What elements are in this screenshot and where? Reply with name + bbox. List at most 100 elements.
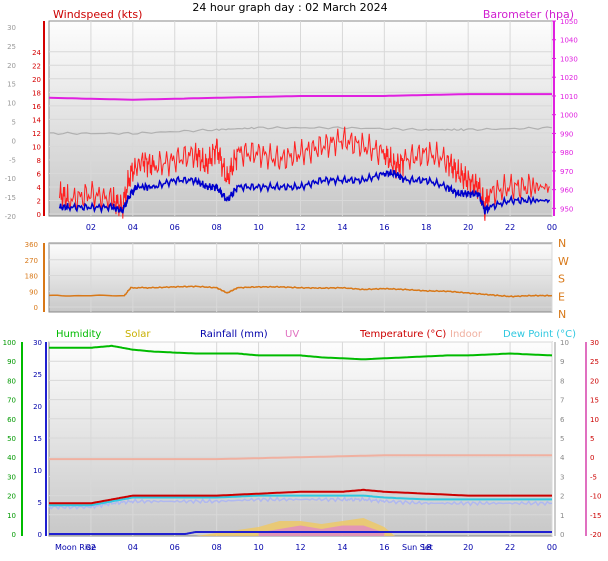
- y-tick-label: 8: [37, 157, 41, 165]
- x-tick-label: 08: [212, 223, 222, 232]
- humidity-tick-label: 70: [7, 397, 16, 405]
- y-tick-label: 10: [32, 143, 41, 151]
- uv-tick-label: 3: [560, 473, 564, 481]
- grey-trace: [49, 126, 553, 136]
- y-outer-tick-label: -15: [5, 194, 16, 202]
- x-tick-label: 18: [421, 543, 431, 552]
- y-tick-label: 22: [32, 62, 41, 70]
- legend-label: Dew Point (°C): [503, 329, 576, 340]
- uv-tick-label: 10: [560, 339, 569, 347]
- legend-label: Temperature (°C): [359, 329, 446, 340]
- rain-tick-label: 5: [38, 499, 42, 507]
- x-tick-label: 22: [505, 543, 515, 552]
- y-tick-label: 0: [37, 211, 41, 219]
- humidity-tick-label: 40: [7, 454, 16, 462]
- y-right-tick-label: 980: [560, 149, 573, 157]
- legend-label: Rainfall (mm): [200, 329, 268, 340]
- indoor-line: [49, 454, 552, 461]
- compass-label: S: [558, 273, 565, 286]
- sun-set-label: Sun Set: [402, 543, 433, 552]
- y-outer-tick-label: -20: [5, 213, 16, 221]
- humidity-tick-label: 60: [7, 416, 16, 424]
- x-tick-label: 06: [170, 223, 180, 232]
- y-tick-label: 0: [34, 304, 38, 312]
- temp-tick-label: 20: [590, 377, 599, 385]
- y-tick-label: 16: [32, 103, 41, 111]
- y-outer-tick-label: 30: [7, 24, 16, 32]
- uv-tick-label: 4: [560, 454, 565, 462]
- temp-tick-label: 0: [590, 454, 594, 462]
- x-tick-label: 00: [547, 543, 557, 552]
- y-outer-tick-label: 15: [7, 81, 16, 89]
- uv-tick-label: 9: [560, 358, 564, 366]
- wind-gridlines: [49, 21, 553, 216]
- compass-label: N: [558, 237, 566, 250]
- y-tick-label: 24: [32, 49, 41, 57]
- x-tick-label: 20: [463, 543, 473, 552]
- wind-axes: 024681012141618202224-20-15-10-505101520…: [5, 18, 578, 232]
- barometer-line: [48, 93, 552, 101]
- y-outer-tick-label: -10: [5, 175, 16, 183]
- y-right-tick-label: 990: [560, 130, 573, 138]
- wind-plot: [48, 93, 553, 221]
- legend-label: Indoor: [450, 329, 483, 340]
- x-tick-label: 18: [421, 223, 431, 232]
- temperature-plot: [48, 344, 553, 536]
- x-tick-label: 16: [379, 543, 389, 552]
- wind-avg-line: [58, 169, 550, 215]
- legend-label: Humidity: [56, 329, 101, 340]
- y-right-tick-label: 960: [560, 187, 573, 195]
- rain-tick-label: 30: [33, 339, 42, 347]
- x-tick-label: 02: [86, 223, 96, 232]
- gust-line: [59, 126, 550, 221]
- y-right-tick-label: 1000: [560, 112, 578, 120]
- y-tick-label: 270: [25, 257, 38, 265]
- y-outer-tick-label: -5: [9, 156, 16, 164]
- page-title: 24 hour graph day : 02 March 2024: [192, 1, 387, 14]
- rainfall-line: [49, 531, 552, 535]
- x-tick-label: 04: [128, 223, 138, 232]
- dew-point-line: [49, 494, 552, 507]
- compass-label: W: [558, 255, 569, 268]
- grey-trace: [48, 496, 553, 510]
- humidity-tick-label: 50: [7, 435, 16, 443]
- uv-tick-label: 6: [560, 416, 565, 424]
- direction-plot: [48, 285, 553, 298]
- compass-label: E: [558, 290, 565, 303]
- x-tick-label: 00: [547, 223, 557, 232]
- y-tick-label: 20: [32, 76, 41, 84]
- uv-tick-label: 0: [560, 531, 564, 539]
- y-tick-label: 180: [25, 273, 38, 281]
- x-tick-label: 12: [295, 543, 305, 552]
- uv-tick-label: 8: [560, 377, 564, 385]
- barometer-title: Barometer (hpa): [483, 8, 574, 21]
- temperature-line: [49, 488, 552, 505]
- rain-tick-label: 15: [33, 435, 42, 443]
- y-right-tick-label: 970: [560, 168, 573, 176]
- y-outer-tick-label: 25: [7, 43, 16, 51]
- temp-tick-label: 10: [590, 416, 599, 424]
- uv-tick-label: 7: [560, 397, 564, 405]
- y-right-tick-label: 1030: [560, 55, 578, 63]
- y-tick-label: 14: [32, 116, 41, 124]
- y-outer-tick-label: 20: [7, 62, 16, 70]
- y-right-tick-label: 1050: [560, 18, 578, 26]
- x-tick-label: 10: [253, 223, 263, 232]
- x-tick-label: 12: [295, 223, 305, 232]
- humidity-tick-label: 0: [12, 531, 16, 539]
- humidity-tick-label: 10: [7, 512, 16, 520]
- x-tick-label: 08: [212, 543, 222, 552]
- temp-tick-label: 15: [590, 397, 599, 405]
- humidity-tick-label: 90: [7, 358, 16, 366]
- uv-tick-label: 1: [560, 512, 564, 520]
- x-tick-label: 22: [505, 223, 515, 232]
- y-tick-label: 4: [37, 184, 42, 192]
- humidity-line: [49, 344, 553, 361]
- x-tick-label: 04: [128, 543, 138, 552]
- humidity-tick-label: 100: [3, 339, 16, 347]
- x-tick-label: 14: [337, 543, 347, 552]
- humidity-tick-label: 30: [7, 473, 16, 481]
- x-tick-label: 16: [379, 223, 389, 232]
